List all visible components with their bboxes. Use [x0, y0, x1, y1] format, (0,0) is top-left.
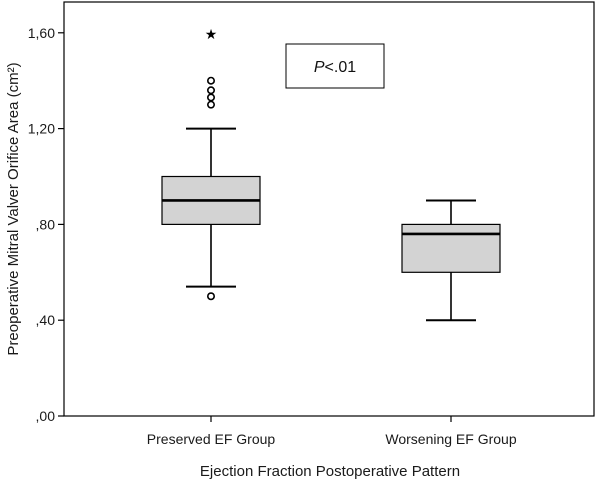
- y-tick-label: 1,60: [28, 25, 55, 41]
- outlier-point: [207, 76, 216, 85]
- y-tick-label: 1,20: [28, 121, 55, 137]
- annotation-text: P<.01: [314, 59, 356, 76]
- p-value-annotation: P<.01: [285, 43, 385, 89]
- x-tick-label: Worsening EF Group: [385, 431, 516, 447]
- annotation-box: [285, 43, 385, 89]
- iqr-box: [401, 223, 501, 273]
- annotation-value: <.01: [325, 59, 357, 76]
- y-axis-title: Preoperative Mitral Valver Orifice Area …: [5, 62, 22, 355]
- outlier-point: [207, 86, 216, 95]
- extreme-point: ★: [205, 27, 218, 43]
- y-tick-label: ,00: [36, 408, 56, 424]
- y-tick-label: ,80: [36, 216, 56, 232]
- annotation-prefix: P: [314, 59, 325, 76]
- x-axis-title: Ejection Fraction Postoperative Pattern: [200, 463, 460, 480]
- x-tick-label: Preserved EF Group: [147, 431, 276, 447]
- outlier-point: [207, 93, 216, 102]
- outlier-point: [207, 292, 216, 301]
- outlier-point: [207, 100, 216, 109]
- y-tick-label: ,40: [36, 312, 56, 328]
- plot-frame: [63, 1, 595, 417]
